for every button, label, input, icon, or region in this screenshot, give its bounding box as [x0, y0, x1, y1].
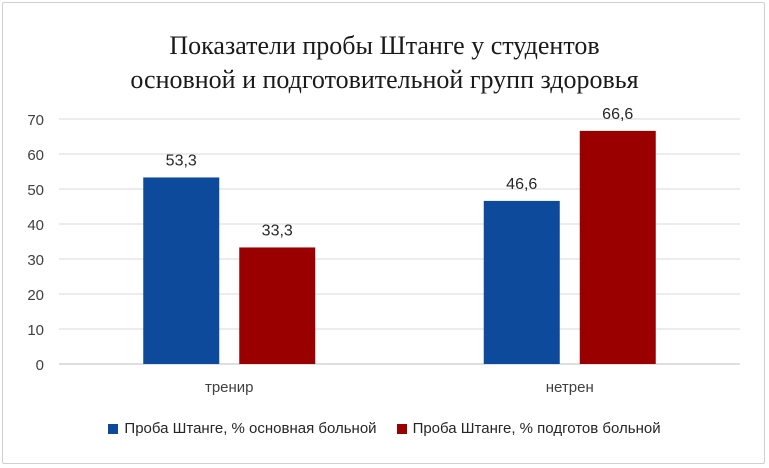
bar-series-1-тренир — [143, 177, 220, 364]
legend-label-series-2: Проба Штанге, % подготов больной — [412, 420, 661, 437]
y-tick-label-30: 30 — [27, 252, 44, 269]
chart-title: Показатели пробы Штанге у студентов осно… — [0, 29, 769, 97]
bar-series-2-нетрен — [579, 130, 656, 364]
y-tick-label-60: 60 — [27, 147, 44, 164]
chart-title-line-1: Показатели пробы Штанге у студентов — [169, 31, 600, 60]
chart-title-line-2: основной и подготовительной групп здоров… — [130, 65, 639, 94]
data-label-series-1-нетрен: 46,6 — [506, 176, 537, 193]
y-tick-label-0: 0 — [36, 357, 44, 374]
chart-legend: Проба Штанге, % основная больной Проба Ш… — [0, 420, 769, 437]
legend-label-series-1: Проба Штанге, % основная больной — [124, 420, 377, 437]
data-label-series-1-тренир: 53,3 — [166, 152, 197, 169]
y-tick-label-70: 70 — [27, 112, 44, 129]
bar-series-2-тренир — [239, 247, 316, 364]
y-tick-label-20: 20 — [27, 287, 44, 304]
legend-swatch-series-1 — [108, 423, 119, 434]
y-tick-label-40: 40 — [27, 217, 44, 234]
data-label-series-2-нетрен: 66,6 — [602, 106, 633, 123]
y-tick-label-50: 50 — [27, 182, 44, 199]
y-tick-label-10: 10 — [27, 322, 44, 339]
x-category-label-нетрен: нетрен — [546, 379, 594, 396]
bar-series-1-нетрен — [483, 200, 560, 364]
data-label-series-2-тренир: 33,3 — [262, 222, 293, 239]
x-category-label-тренир: тренир — [205, 379, 254, 396]
legend-item-series-2: Проба Штанге, % подготов больной — [396, 420, 661, 437]
legend-swatch-series-2 — [396, 423, 407, 434]
legend-item-series-1: Проба Штанге, % основная больной — [108, 420, 377, 437]
